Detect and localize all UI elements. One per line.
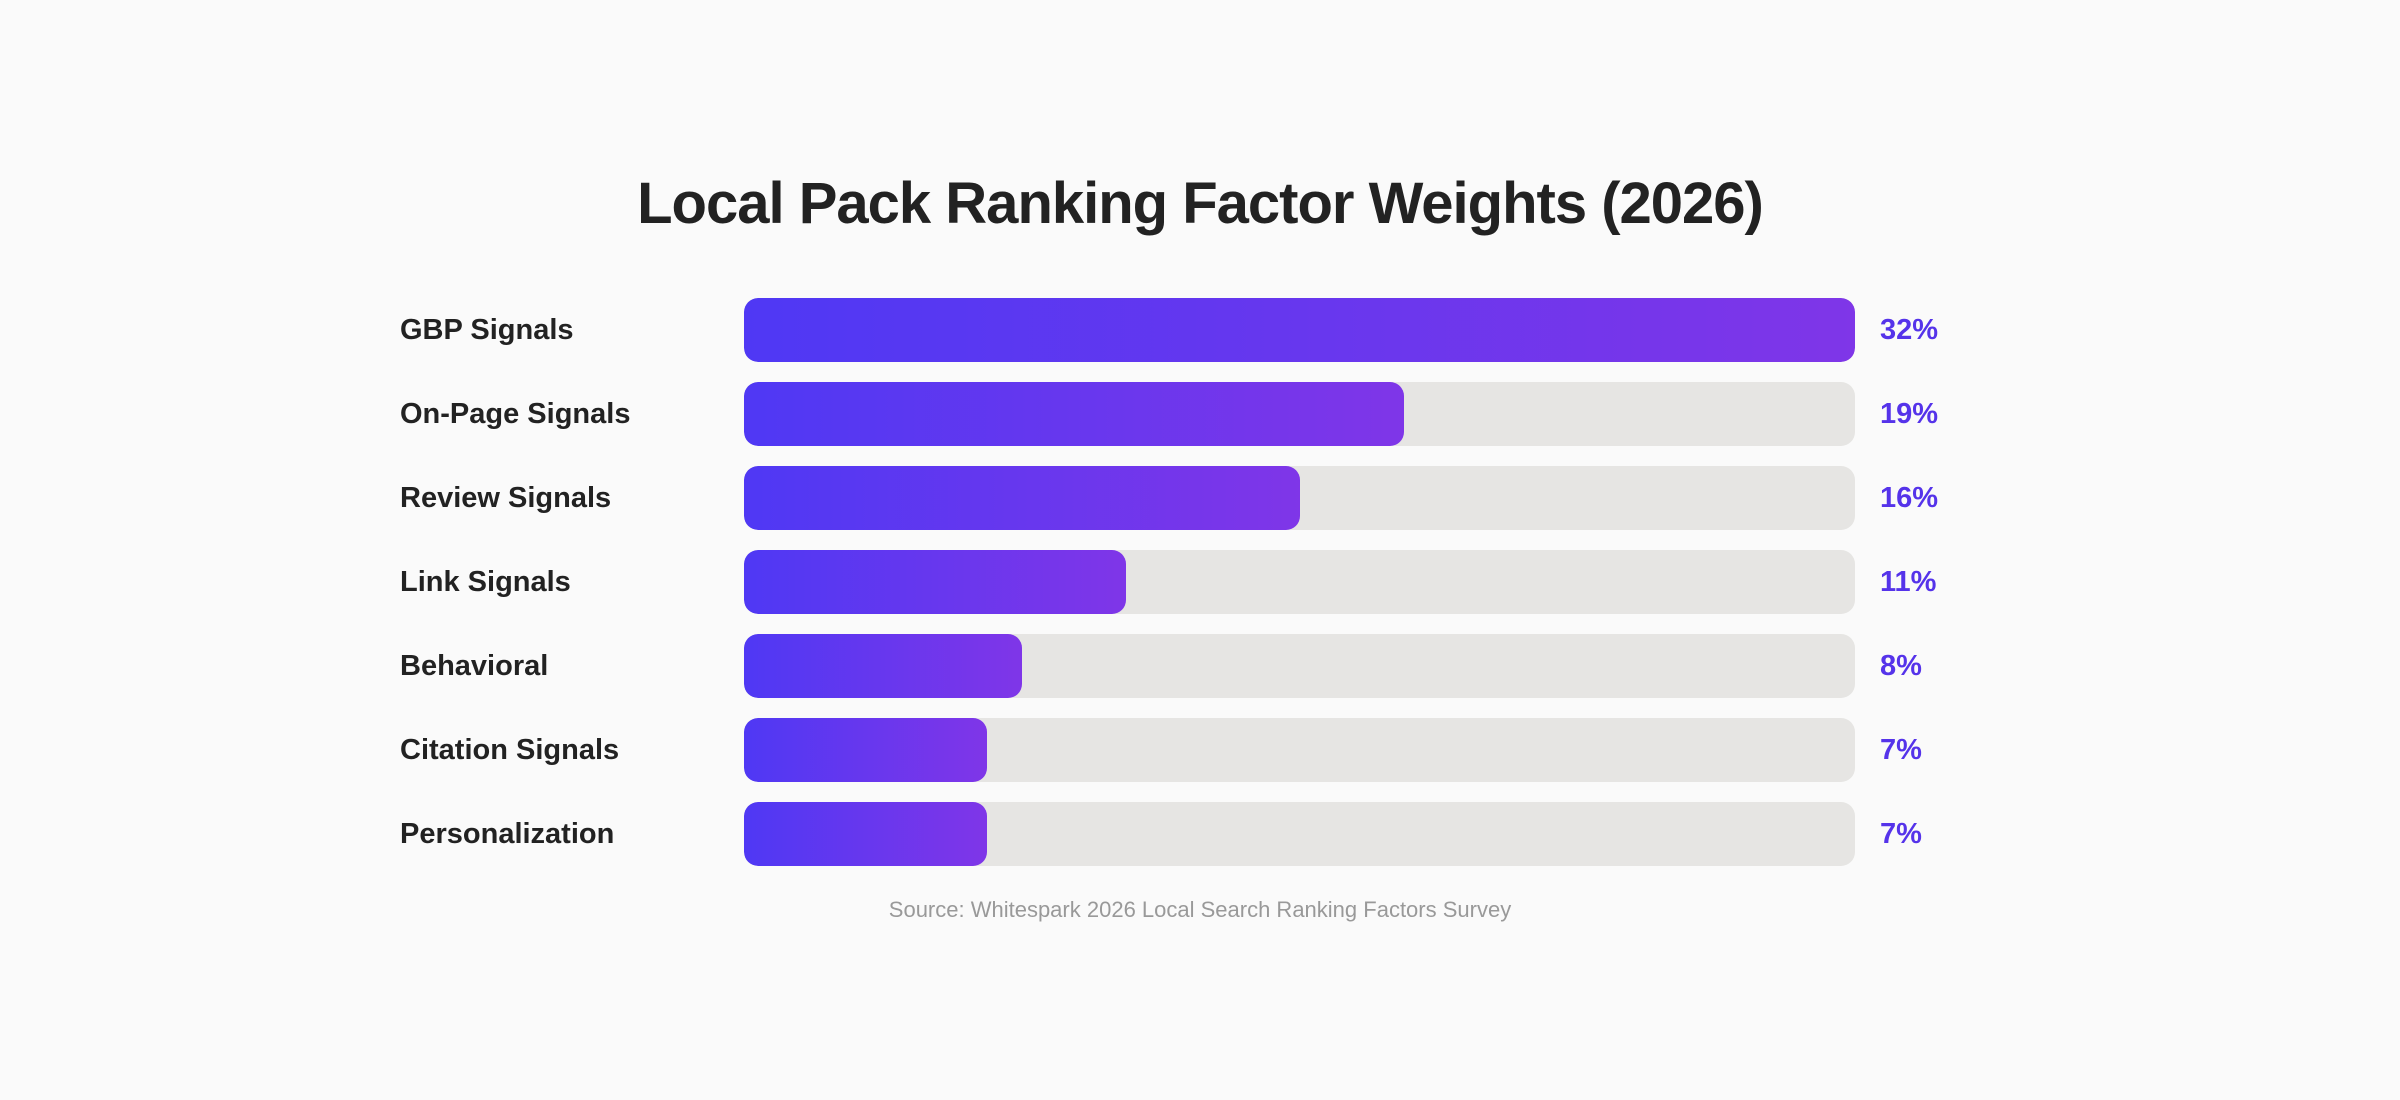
category-label: Link Signals — [400, 566, 571, 598]
bar-row: Personalization 7% — [0, 802, 2400, 866]
bar — [744, 466, 1300, 530]
bar-row: Link Signals 11% — [0, 550, 2400, 614]
bar-track — [744, 298, 1855, 362]
chart-title: Local Pack Ranking Factor Weights (2026) — [637, 171, 1764, 236]
bar-row: GBP Signals 32% — [0, 298, 2400, 362]
value-label: 19% — [1880, 398, 1939, 430]
value-label: 7% — [1880, 818, 1922, 850]
bar-row: Citation Signals 7% — [0, 718, 2400, 782]
value-label: 8% — [1880, 650, 1922, 682]
bar — [744, 802, 988, 866]
value-label: 16% — [1880, 482, 1939, 514]
bar-row: On-Page Signals 19% — [0, 382, 2400, 446]
bar — [744, 718, 988, 782]
bar-row: Behavioral 8% — [0, 634, 2400, 698]
category-label: Review Signals — [400, 482, 612, 514]
bar-track — [744, 802, 1855, 866]
bar-track — [744, 550, 1855, 614]
bar — [744, 634, 1022, 698]
category-label: On-Page Signals — [400, 398, 631, 430]
bar — [744, 550, 1126, 614]
value-label: 32% — [1880, 314, 1939, 346]
bar-track — [744, 718, 1855, 782]
bar-row: Review Signals 16% — [0, 466, 2400, 530]
bar-track — [744, 466, 1855, 530]
bar-track — [744, 634, 1855, 698]
bar — [744, 382, 1404, 446]
source-note: Source: Whitespark 2026 Local Search Ran… — [888, 897, 1512, 922]
category-label: Behavioral — [400, 650, 549, 682]
value-label: 7% — [1880, 734, 1922, 766]
category-label: Personalization — [400, 818, 615, 850]
category-label: Citation Signals — [400, 734, 620, 766]
bar — [744, 298, 1855, 362]
value-label: 11% — [1880, 566, 1937, 598]
bar-track — [744, 382, 1855, 446]
category-label: GBP Signals — [400, 314, 574, 346]
